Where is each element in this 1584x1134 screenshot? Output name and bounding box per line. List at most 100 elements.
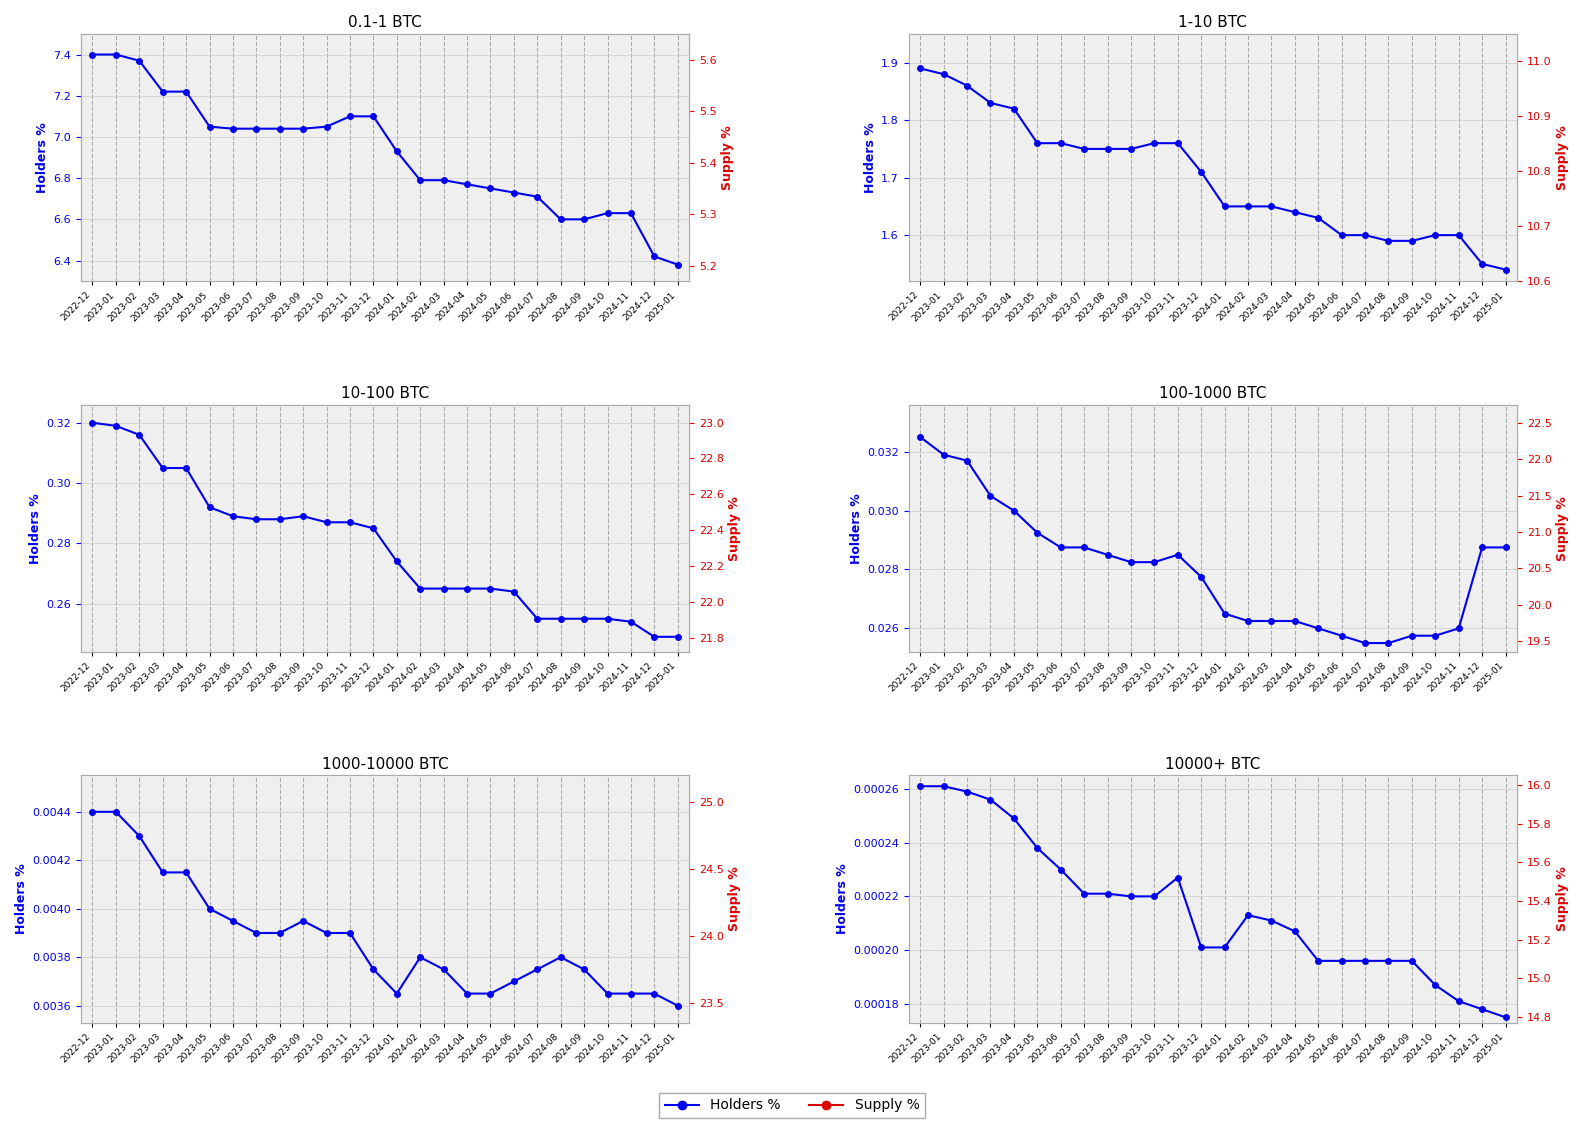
- Line: Supply %: Supply %: [917, 416, 1508, 644]
- Supply %: [364, 936, 383, 949]
- Supply %: [176, 956, 195, 970]
- Supply %: [1121, 958, 1140, 972]
- Supply %: [176, 442, 195, 456]
- Supply %: [958, 569, 977, 583]
- Holders %: [504, 186, 523, 200]
- Y-axis label: Supply %: Supply %: [1555, 496, 1570, 560]
- Holders %: [106, 418, 125, 432]
- Holders %: [1426, 629, 1445, 643]
- Holders %: [1052, 863, 1071, 877]
- Holders %: [293, 914, 312, 928]
- Supply %: [935, 565, 954, 578]
- Y-axis label: Holders %: Holders %: [836, 864, 849, 934]
- Holders %: [271, 926, 290, 940]
- Supply %: [482, 538, 501, 551]
- Supply %: [293, 929, 312, 942]
- Supply %: [434, 922, 453, 936]
- Supply %: [1191, 598, 1210, 611]
- Supply %: [200, 942, 219, 956]
- Holders %: [1215, 200, 1234, 213]
- Holders %: [1285, 615, 1304, 628]
- Line: Holders %: Holders %: [90, 420, 681, 640]
- Supply %: [1402, 153, 1421, 167]
- Supply %: [1028, 591, 1047, 604]
- Holders %: [1145, 556, 1164, 569]
- Holders %: [176, 85, 195, 99]
- Supply %: [1169, 120, 1188, 134]
- Holders %: [1121, 556, 1140, 569]
- Supply %: [1098, 82, 1117, 95]
- Supply %: [1262, 956, 1281, 970]
- Supply %: [1169, 594, 1188, 608]
- Supply %: [247, 104, 266, 118]
- Holders %: [621, 206, 640, 220]
- Holders %: [1380, 954, 1399, 967]
- Holders %: [645, 249, 664, 263]
- Supply %: [1380, 153, 1399, 167]
- Holders %: [551, 612, 570, 626]
- Supply %: [1121, 594, 1140, 608]
- Supply %: [1262, 137, 1281, 151]
- Supply %: [504, 822, 523, 836]
- Supply %: [130, 963, 149, 976]
- Holders %: [1028, 526, 1047, 540]
- Supply %: [645, 612, 664, 626]
- Holders %: [82, 48, 101, 61]
- Holders %: [482, 582, 501, 595]
- Supply %: [958, 849, 977, 863]
- Supply %: [1215, 43, 1234, 57]
- Supply %: [1495, 1010, 1514, 1024]
- Holders %: [82, 805, 101, 819]
- Supply %: [1332, 153, 1351, 167]
- Line: Supply %: Supply %: [917, 798, 1508, 1019]
- Supply %: [1052, 972, 1071, 985]
- Holders %: [200, 902, 219, 915]
- Supply %: [410, 915, 429, 929]
- Supply %: [1052, 594, 1071, 608]
- Supply %: [980, 164, 1000, 178]
- Holders %: [1169, 136, 1188, 150]
- Holders %: [341, 516, 360, 530]
- Supply %: [911, 862, 930, 875]
- Supply %: [271, 929, 290, 942]
- Supply %: [1308, 634, 1327, 648]
- Holders %: [911, 779, 930, 793]
- Supply %: [317, 936, 336, 949]
- Supply %: [1449, 153, 1468, 167]
- Supply %: [293, 94, 312, 108]
- Holders %: [621, 615, 640, 628]
- Supply %: [1308, 153, 1327, 167]
- Holders %: [551, 950, 570, 964]
- Legend: Holders %, Supply %: Holders %, Supply %: [659, 1093, 925, 1118]
- Holders %: [1262, 200, 1281, 213]
- Supply %: [1402, 631, 1421, 644]
- Holders %: [200, 120, 219, 134]
- Holders %: [247, 121, 266, 135]
- Supply %: [482, 68, 501, 82]
- Supply %: [1215, 631, 1234, 644]
- Supply %: [980, 573, 1000, 586]
- Supply %: [200, 448, 219, 462]
- Supply %: [645, 956, 664, 970]
- Holders %: [1262, 615, 1281, 628]
- Holders %: [82, 416, 101, 430]
- Holders %: [1426, 979, 1445, 992]
- Supply %: [154, 441, 173, 455]
- Supply %: [1426, 794, 1445, 807]
- Supply %: [293, 441, 312, 455]
- Holders %: [551, 212, 570, 226]
- Supply %: [271, 100, 290, 113]
- Supply %: [271, 455, 290, 468]
- Supply %: [1028, 958, 1047, 972]
- Holders %: [1495, 541, 1514, 555]
- Holders %: [317, 516, 336, 530]
- Holders %: [1004, 503, 1023, 517]
- Supply %: [176, 141, 195, 154]
- Holders %: [1402, 629, 1421, 643]
- Supply %: [1098, 953, 1117, 966]
- Supply %: [1332, 631, 1351, 644]
- Holders %: [1239, 908, 1258, 922]
- Supply %: [668, 996, 687, 1009]
- Holders %: [458, 178, 477, 192]
- Holders %: [200, 500, 219, 514]
